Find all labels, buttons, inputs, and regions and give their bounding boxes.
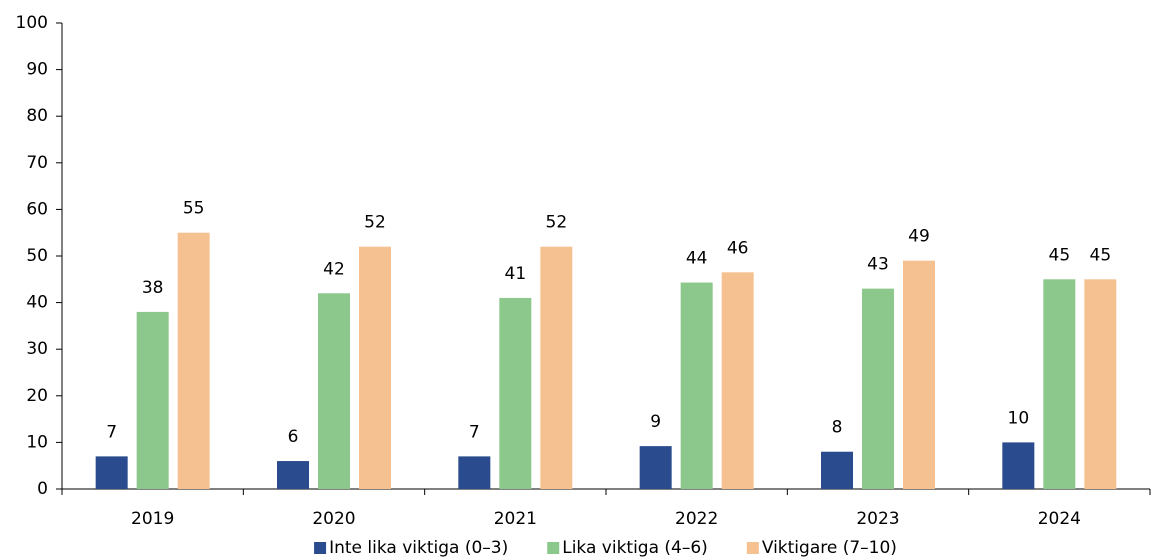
x-tick-label: 2020 xyxy=(312,509,355,529)
bar xyxy=(639,446,672,489)
bar xyxy=(862,288,894,489)
x-tick-label: 2021 xyxy=(494,509,537,529)
legend-label: Inte lika viktiga (0–3) xyxy=(329,538,508,558)
bar xyxy=(540,246,573,489)
bar xyxy=(318,293,350,489)
y-tick-label: 60 xyxy=(26,199,48,219)
y-tick-label: 30 xyxy=(26,339,48,359)
y-tick-label: 10 xyxy=(26,432,48,452)
bar xyxy=(1002,442,1035,489)
bar xyxy=(1043,279,1076,489)
bar xyxy=(136,311,169,489)
bar xyxy=(680,282,713,489)
bar xyxy=(458,456,491,489)
legend-swatch xyxy=(547,542,560,554)
value-label: 6 xyxy=(288,427,299,447)
legend-label: Lika viktiga (4–6) xyxy=(562,538,708,558)
bar xyxy=(177,232,210,489)
legend-label: Viktigare (7–10) xyxy=(762,538,897,558)
bar xyxy=(721,272,754,489)
value-label: 7 xyxy=(469,422,480,442)
bar xyxy=(277,461,309,489)
x-tick-label: 2022 xyxy=(675,509,718,529)
value-label: 44 xyxy=(686,249,708,269)
value-label: 9 xyxy=(650,412,661,432)
value-label: 42 xyxy=(323,259,345,279)
value-label: 43 xyxy=(867,255,889,275)
value-label: 8 xyxy=(832,418,843,438)
x-tick-label: 2024 xyxy=(1038,509,1081,529)
y-tick-label: 90 xyxy=(26,60,48,80)
x-tick-label: 2023 xyxy=(856,509,899,529)
value-label: 52 xyxy=(364,213,386,233)
x-tick-label: 2019 xyxy=(131,509,174,529)
value-label: 45 xyxy=(1090,245,1112,265)
bar xyxy=(359,246,391,489)
value-label: 41 xyxy=(505,264,527,284)
bar xyxy=(95,456,128,489)
y-tick-label: 80 xyxy=(26,106,48,126)
y-tick-label: 40 xyxy=(26,293,48,313)
y-tick-label: 100 xyxy=(16,13,48,33)
y-tick-label: 50 xyxy=(26,246,48,266)
value-label: 38 xyxy=(142,278,164,298)
y-tick-label: 20 xyxy=(26,386,48,406)
bar xyxy=(499,297,532,489)
value-label: 46 xyxy=(727,238,749,258)
bar xyxy=(821,451,853,489)
value-label: 45 xyxy=(1049,245,1071,265)
value-label: 55 xyxy=(183,199,205,219)
value-label: 52 xyxy=(546,213,568,233)
bar xyxy=(903,260,935,489)
bar xyxy=(1084,279,1117,489)
y-tick-label: 0 xyxy=(37,479,48,499)
legend-swatch xyxy=(314,542,327,554)
legend-swatch xyxy=(746,542,759,554)
value-label: 49 xyxy=(908,227,930,247)
y-tick-label: 70 xyxy=(26,153,48,173)
value-label: 7 xyxy=(106,422,117,442)
value-label: 10 xyxy=(1008,408,1030,428)
